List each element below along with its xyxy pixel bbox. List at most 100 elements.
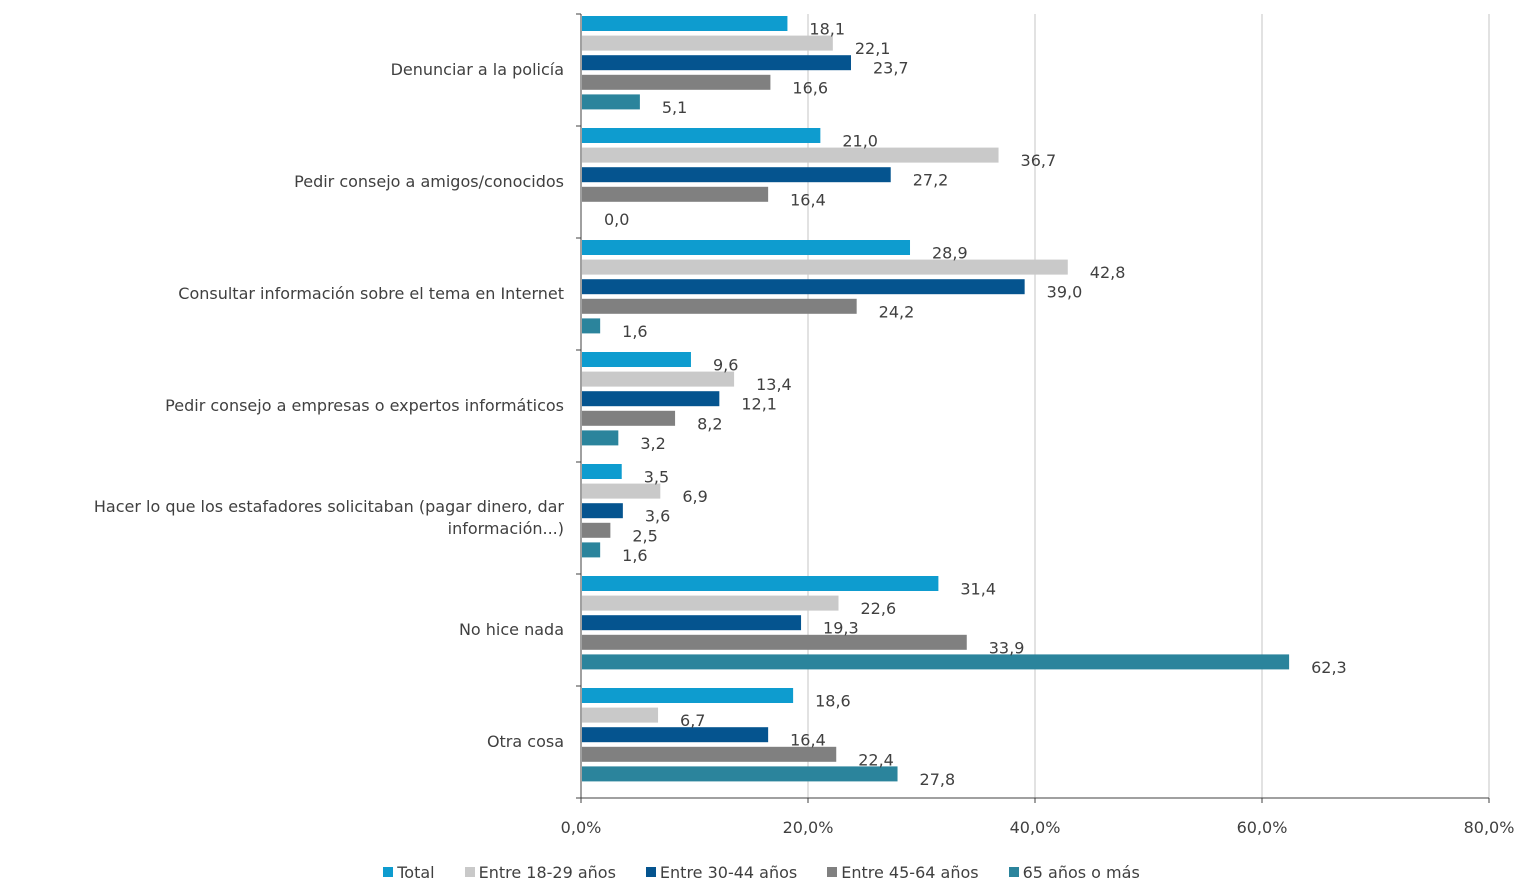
bar	[582, 35, 833, 51]
bar	[582, 318, 601, 334]
bar	[582, 128, 821, 143]
x-tick-label: 60,0%	[1237, 818, 1288, 837]
data-label: 18,1	[809, 20, 845, 39]
bar	[582, 522, 611, 538]
data-label: 16,4	[790, 190, 826, 209]
legend-swatch	[383, 867, 394, 877]
data-label: 3,2	[640, 434, 665, 453]
category-label: Otra cosa	[486, 732, 564, 751]
data-label: 2,5	[632, 526, 657, 545]
legend-swatch	[464, 867, 475, 877]
bar	[582, 654, 1290, 670]
bar	[582, 727, 769, 743]
data-label: 22,6	[861, 599, 897, 618]
data-label: 0,0	[604, 210, 629, 229]
bar	[582, 16, 788, 31]
legend-label: Entre 45-64 años	[841, 862, 979, 882]
legend-item: 65 años o más	[1008, 863, 1140, 882]
legend: Total Entre 18-29 años Entre 30-44 años Ent…	[0, 861, 1523, 883]
x-tick-label: 40,0%	[1010, 818, 1061, 837]
bar	[582, 542, 601, 558]
data-label: 18,6	[815, 692, 851, 711]
data-label: 33,9	[989, 638, 1025, 657]
grid-lines	[807, 14, 1490, 798]
data-label: 16,4	[790, 731, 826, 750]
category-label: Consultar información sobre el tema en I…	[178, 284, 564, 303]
data-label: 1,6	[622, 546, 647, 565]
data-label: 31,4	[960, 580, 996, 599]
legend-item: Entre 30-44 años	[645, 862, 798, 882]
bars	[582, 16, 1290, 782]
data-label: 22,4	[858, 750, 894, 769]
data-label: 22,1	[855, 39, 891, 58]
bar	[582, 186, 769, 202]
legend-label: Total	[397, 862, 435, 882]
bar	[582, 352, 691, 367]
data-label: 39,0	[1047, 283, 1083, 302]
data-label: 27,8	[920, 770, 956, 789]
bar	[582, 707, 659, 723]
bar-chart: 0,0% 20,0% 40,0% 60,0% 80,0% 18,1 22,123,7 16,…	[561, 13, 1515, 837]
legend-label: Entre 18-29 años	[478, 862, 616, 882]
category-label: No hice nada	[458, 620, 564, 639]
x-tick-label: 20,0%	[783, 818, 834, 837]
legend-item: Entre 18-29 años	[464, 862, 616, 882]
data-label: 36,7	[1021, 151, 1057, 170]
data-label: 5,1	[662, 98, 687, 117]
bar	[582, 483, 661, 499]
legend-swatch	[827, 867, 838, 877]
data-label: 6,9	[682, 487, 707, 506]
data-label: 3,6	[645, 507, 670, 526]
legend-item: Total	[383, 862, 435, 882]
x-tick-label: 0,0%	[561, 818, 602, 837]
bar	[582, 766, 898, 782]
data-label: 42,8	[1090, 263, 1126, 282]
bar	[582, 298, 857, 314]
legend-label: Entre 30-44 años	[659, 862, 798, 882]
bar	[582, 147, 999, 163]
data-label: 23,7	[873, 59, 909, 78]
category-label: Pedir consejo a amigos/conocidos	[294, 172, 564, 191]
bar	[582, 55, 851, 71]
bar	[582, 615, 802, 631]
x-tick-label: 80,0%	[1464, 818, 1515, 837]
legend-swatch	[1008, 867, 1019, 877]
data-labels: 18,1 22,123,7 16,6 5,1 21,0 36,7 27,2 16,4 0,0 28…	[604, 20, 1347, 789]
legend-swatch	[645, 867, 656, 877]
bar	[582, 279, 1025, 295]
data-label: 62,3	[1311, 658, 1347, 677]
bar	[582, 74, 771, 90]
bar	[582, 464, 622, 479]
category-label: Denunciar a la policía	[390, 60, 564, 79]
data-label: 9,6	[713, 356, 738, 375]
data-label: 12,1	[741, 395, 777, 414]
bar	[582, 94, 640, 110]
bar	[582, 595, 839, 611]
bar	[582, 259, 1068, 275]
data-label: 6,7	[680, 711, 705, 730]
bar	[582, 167, 891, 183]
data-label: 24,2	[879, 302, 915, 321]
bar	[582, 688, 794, 703]
data-label: 19,3	[823, 619, 859, 638]
bar	[582, 634, 967, 650]
data-label: 21,0	[842, 132, 878, 151]
bar	[582, 391, 720, 407]
legend-item: Entre 45-64 años	[827, 862, 979, 882]
bar	[582, 240, 911, 255]
bar	[582, 430, 619, 446]
data-label: 1,6	[622, 322, 647, 341]
bar	[582, 576, 939, 591]
bar	[582, 410, 676, 426]
data-label: 13,4	[756, 375, 792, 394]
axes: 0,0% 20,0% 40,0% 60,0% 80,0%	[561, 13, 1515, 837]
bar	[582, 503, 623, 519]
category-label: Hacer lo que los estafadores solicitaban…	[93, 497, 564, 538]
data-label: 3,5	[644, 468, 669, 487]
category-label: Pedir consejo a empresas o expertos info…	[165, 396, 564, 415]
bar	[582, 371, 735, 387]
data-label: 27,2	[913, 171, 949, 190]
bar	[582, 746, 837, 762]
data-label: 16,6	[792, 78, 828, 97]
data-label: 8,2	[697, 414, 722, 433]
